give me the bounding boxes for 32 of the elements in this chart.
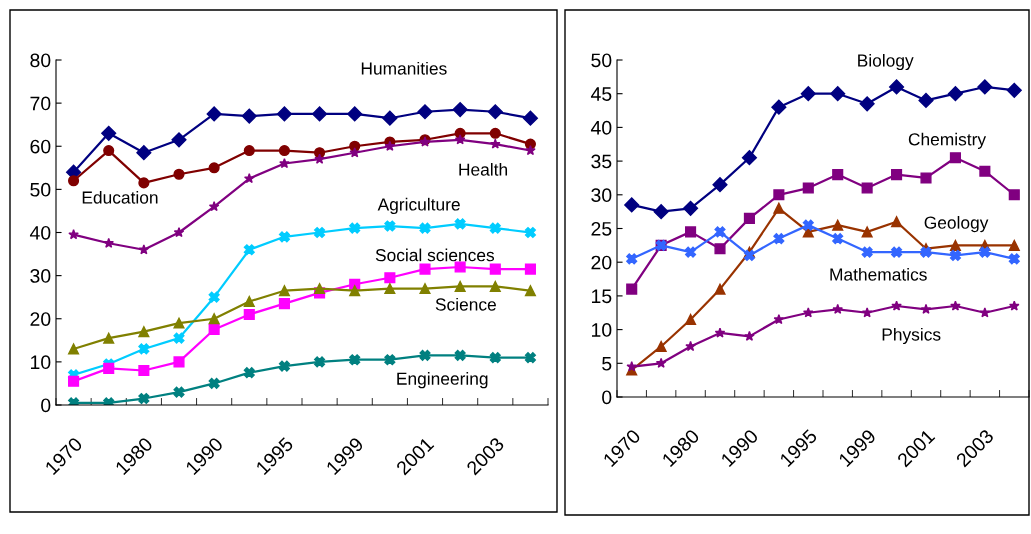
series-label: Humanities	[361, 61, 447, 75]
series-label: Agriculture	[377, 197, 460, 215]
y-tick-label: 0	[602, 390, 612, 405]
series-label: Education	[82, 190, 158, 204]
y-tick-label: 45	[590, 87, 612, 101]
y-tick-label: 70	[30, 96, 51, 111]
series-label: Science	[435, 297, 496, 311]
y-tick-label: 40	[29, 225, 51, 240]
y-tick-label: 25	[591, 221, 612, 236]
series-label: Biology	[858, 53, 914, 71]
y-tick-label: 0	[41, 398, 51, 413]
y-tick-label: 50	[30, 182, 51, 197]
series-label: Engineering	[397, 372, 488, 389]
y-tick-label: 15	[592, 289, 612, 304]
y-tick-label: 50	[591, 53, 612, 68]
series-label: Geology	[924, 216, 989, 233]
series-label: Social sciences	[375, 248, 495, 262]
series-label: Physics	[882, 327, 941, 345]
series-label: Chemistry	[908, 132, 987, 149]
y-tick-label: 10	[592, 323, 612, 337]
y-tick-label: 35	[591, 154, 612, 169]
series-label: Health	[459, 163, 508, 176]
y-tick-label: 10	[31, 355, 51, 370]
y-tick-label: 60	[30, 139, 51, 154]
y-tick-label: 30	[591, 188, 612, 203]
y-tick-label: 40	[590, 120, 612, 135]
series-label: Mathematics	[830, 267, 927, 281]
y-tick-label: 20	[30, 312, 51, 326]
y-tick-label: 5	[602, 356, 612, 371]
y-tick-label: 20	[591, 255, 612, 270]
y-tick-label: 80	[30, 53, 51, 68]
y-tick-label: 30	[30, 269, 51, 283]
